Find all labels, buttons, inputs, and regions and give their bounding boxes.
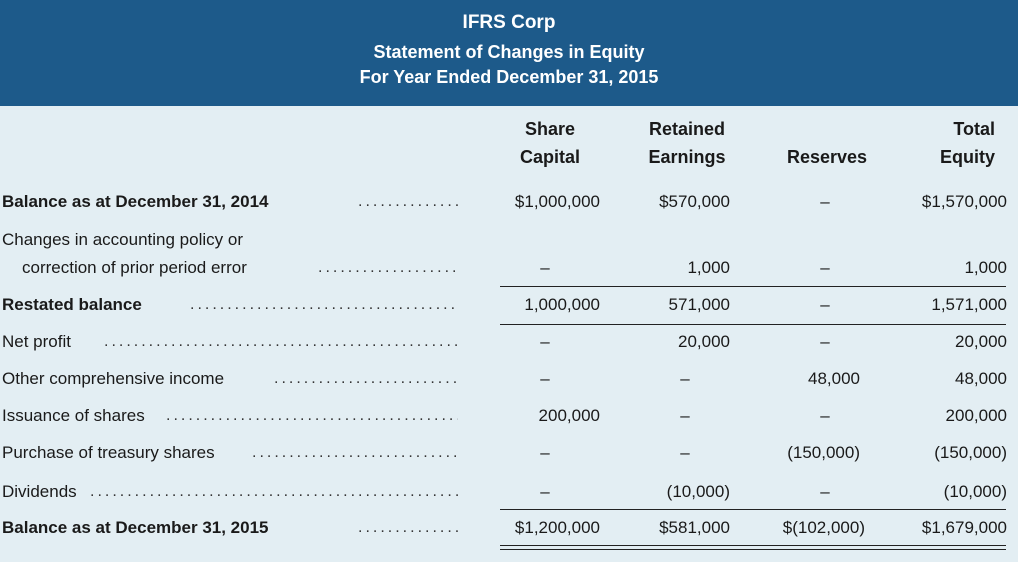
- cell-retained: $581,000: [659, 518, 730, 537]
- cell-share: 1,000,000: [524, 295, 600, 314]
- cell-total: $1,570,000: [921, 192, 1007, 211]
- leader-dots: ........................................…: [190, 296, 458, 313]
- cell-retained: $570,000: [659, 192, 730, 211]
- cell-retained: (10,000): [666, 482, 730, 501]
- cell-share: 200,000: [538, 406, 600, 425]
- cell-retained: 20,000: [678, 332, 730, 351]
- col-total-equity-line1: Total: [953, 119, 995, 139]
- cell-retained: –: [680, 406, 690, 425]
- statement-header: IFRS Corp Statement of Changes in Equity…: [0, 0, 1018, 106]
- cell-reserves: $(102,000): [782, 518, 865, 537]
- col-retained-earnings-line2: Earnings: [648, 147, 726, 167]
- row-label-accounting-policy: Changes in accounting policy or: [2, 230, 243, 249]
- row-label-accounting-policy-line2: correction of prior period error: [22, 258, 247, 277]
- cell-retained: 1,000: [687, 258, 730, 277]
- cell-share: –: [540, 332, 550, 351]
- cell-total: (150,000): [934, 443, 1007, 462]
- leader-dots: ........................................…: [252, 444, 458, 461]
- cell-share: –: [540, 482, 550, 501]
- cell-reserves: –: [820, 406, 830, 425]
- col-share-capital-line2: Capital: [519, 147, 580, 167]
- double-rule-top: [500, 545, 1006, 546]
- cell-share: –: [540, 443, 550, 462]
- subtotal-rule: [500, 286, 1006, 287]
- statement-period: For Year Ended December 31, 2015: [359, 67, 659, 87]
- leader-dots: ..................................: [318, 259, 458, 276]
- leader-dots: ........................................…: [274, 370, 458, 387]
- col-share-capital-line1: Share: [524, 119, 576, 139]
- col-total-equity: Total Equity: [900, 115, 995, 171]
- double-rule-bottom: [500, 549, 1006, 550]
- cell-retained: –: [680, 443, 690, 462]
- cell-total: 1,000: [964, 258, 1007, 277]
- subtotal-rule: [500, 324, 1006, 325]
- col-total-equity-line2: Equity: [939, 147, 995, 167]
- row-label-issuance: Issuance of shares: [2, 406, 145, 425]
- total-rule: [500, 509, 1006, 510]
- cell-total: 48,000: [955, 369, 1007, 388]
- cell-retained: –: [680, 369, 690, 388]
- row-label-closing-balance: Balance as at December 31, 2015: [2, 518, 269, 537]
- leader-dots: .........................: [358, 193, 458, 210]
- cell-share: –: [540, 369, 550, 388]
- col-share-capital: Share Capital: [500, 115, 600, 171]
- row-label-net-profit: Net profit: [2, 332, 71, 351]
- cell-reserves: –: [820, 332, 830, 351]
- cell-reserves: –: [820, 295, 830, 314]
- cell-reserves: –: [820, 482, 830, 501]
- row-label-restated-balance: Restated balance: [2, 295, 142, 314]
- cell-reserves: –: [820, 258, 830, 277]
- row-label-oci: Other comprehensive income: [2, 369, 225, 388]
- cell-total: (10,000): [943, 482, 1007, 501]
- leader-dots: .........................: [358, 519, 458, 536]
- row-label-opening-balance: Balance as at December 31, 2014: [2, 192, 269, 211]
- col-reserves: Reserves: [786, 147, 868, 167]
- leader-dots: ........................................…: [104, 333, 458, 350]
- leader-dots: ........................................…: [90, 483, 458, 500]
- cell-total: 1,571,000: [931, 295, 1007, 314]
- cell-reserves: 48,000: [808, 369, 860, 388]
- cell-total: 200,000: [945, 406, 1007, 425]
- col-retained-earnings-line1: Retained: [648, 119, 726, 139]
- col-retained-earnings: Retained Earnings: [632, 115, 742, 171]
- row-label-treasury: Purchase of treasury shares: [2, 443, 215, 462]
- cell-share: $1,000,000: [514, 192, 600, 211]
- leader-dots: ........................................…: [166, 407, 458, 424]
- cell-retained: 571,000: [668, 295, 730, 314]
- cell-total: $1,679,000: [921, 518, 1007, 537]
- row-label-dividends: Dividends: [2, 482, 77, 501]
- cell-share: –: [540, 258, 550, 277]
- statement-title: Statement of Changes in Equity: [373, 42, 645, 62]
- cell-reserves: –: [820, 192, 830, 211]
- cell-total: 20,000: [955, 332, 1007, 351]
- cell-share: $1,200,000: [514, 518, 600, 537]
- cell-reserves: (150,000): [787, 443, 860, 462]
- company-name: IFRS Corp: [462, 12, 556, 33]
